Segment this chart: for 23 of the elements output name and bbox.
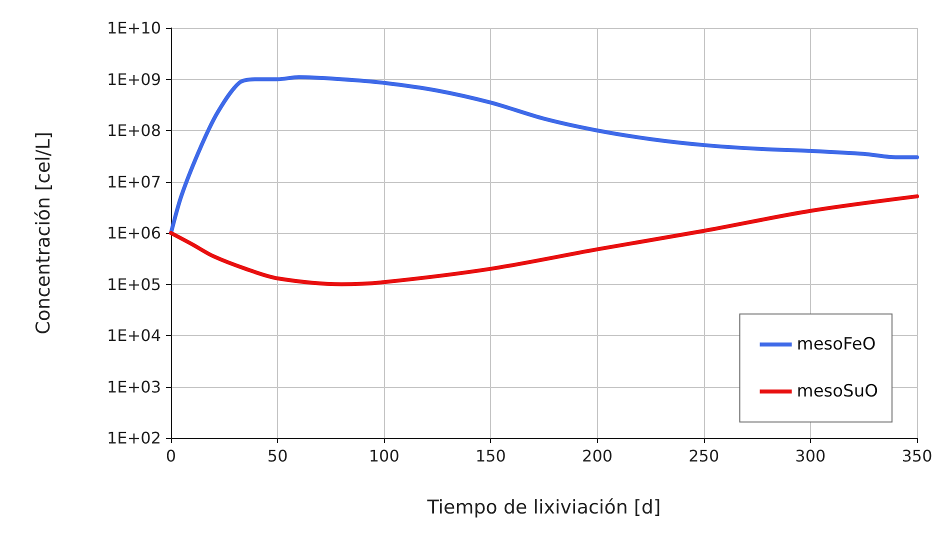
x-tick-label: 250 [688, 446, 720, 466]
x-tick-label: 350 [902, 446, 932, 466]
y-axis-title: Concentración [cel/L] [32, 132, 54, 334]
y-tick-label: 1E+10 [106, 18, 161, 38]
y-tick-label: 1E+09 [106, 70, 161, 89]
y-tick-label: 1E+02 [106, 428, 161, 448]
x-tick-label: 150 [475, 446, 506, 466]
legend-label: mesoFeO [796, 334, 876, 354]
y-tick-label: 1E+05 [106, 274, 161, 294]
x-tick-label: 200 [582, 446, 613, 466]
x-axis-title: Tiempo de lixiviación [d] [426, 496, 661, 518]
line-series [169, 75, 919, 235]
line-series [169, 194, 919, 286]
x-tick-label: 300 [795, 446, 826, 466]
legend-label: mesoSuO [796, 382, 878, 402]
y-tick-label: 1E+08 [106, 121, 161, 140]
y-tick-label: 1E+07 [106, 172, 161, 192]
y-tick-label: 1E+04 [106, 326, 161, 345]
x-tick-label: 50 [267, 446, 288, 466]
y-tick-label: 1E+03 [106, 377, 161, 396]
y-tick-label: 1E+06 [106, 224, 161, 242]
x-tick-label: 100 [368, 446, 400, 466]
x-tick-label: 0 [166, 446, 176, 466]
